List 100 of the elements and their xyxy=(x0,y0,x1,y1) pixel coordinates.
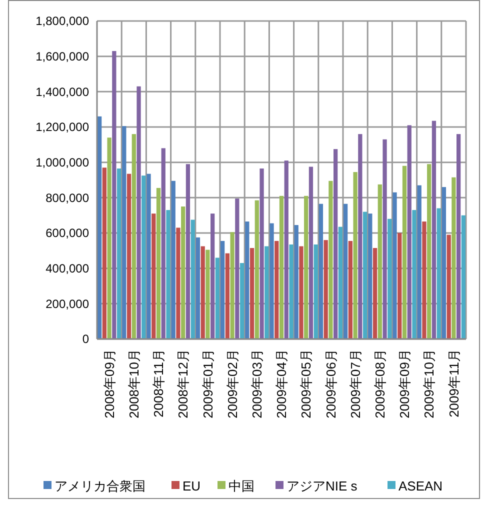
bar xyxy=(318,204,324,339)
x-tick-label: 2008年11月 xyxy=(151,349,166,418)
y-tick-label: 1,000,000 xyxy=(36,156,90,170)
bar xyxy=(166,210,170,339)
x-tick-label: 2009年05月 xyxy=(298,349,314,418)
bar xyxy=(304,196,308,339)
bar xyxy=(200,246,205,339)
bar xyxy=(338,226,343,339)
bar xyxy=(289,244,294,339)
y-tick-label: 0 xyxy=(82,332,90,346)
x-tick-label: 2009年04月 xyxy=(274,349,290,418)
y-tick-label: 600,000 xyxy=(46,226,90,240)
bar xyxy=(116,168,122,339)
bar xyxy=(225,253,230,339)
bar xyxy=(250,248,254,339)
bar xyxy=(284,160,288,339)
y-tick-label: 1,600,000 xyxy=(36,50,90,64)
bar xyxy=(274,240,279,339)
legend-label: ASEAN xyxy=(398,478,443,494)
bar xyxy=(102,168,106,339)
bar xyxy=(206,250,210,339)
bar xyxy=(142,176,146,339)
bar xyxy=(132,134,136,339)
x-tick-label: 2009年03月 xyxy=(249,349,264,418)
bar xyxy=(348,240,352,339)
bar xyxy=(308,166,314,339)
x-tick-label: 2009年02月 xyxy=(224,349,240,418)
bar xyxy=(417,185,422,339)
bar xyxy=(436,208,441,339)
x-tick-label: 2009年09月 xyxy=(397,349,412,418)
legend-label: アジアNIE s xyxy=(286,478,358,494)
bar xyxy=(161,148,166,339)
x-tick-label: 2009年10月 xyxy=(422,349,437,418)
bar xyxy=(461,215,466,339)
bar xyxy=(452,177,456,339)
bar xyxy=(230,232,234,339)
bar xyxy=(235,198,240,339)
bar xyxy=(176,228,180,339)
bar xyxy=(210,214,215,339)
bar xyxy=(260,168,264,339)
bar xyxy=(254,200,259,339)
bar xyxy=(427,164,432,339)
bar xyxy=(186,164,190,339)
bar xyxy=(402,166,407,339)
bar xyxy=(382,139,387,339)
bar xyxy=(264,246,269,339)
y-tick-label: 200,000 xyxy=(46,296,90,311)
y-tick-label: 1,200,000 xyxy=(36,120,90,134)
bar xyxy=(152,214,156,339)
bar xyxy=(388,218,392,339)
bar xyxy=(126,174,132,339)
bar xyxy=(343,204,348,339)
bar xyxy=(378,184,382,339)
bar xyxy=(422,222,426,339)
bar xyxy=(398,233,402,339)
bar xyxy=(392,192,397,339)
bar xyxy=(245,222,250,339)
bar xyxy=(362,212,368,339)
legend-label: 中国 xyxy=(228,478,254,494)
legend-label: EU xyxy=(182,478,201,494)
x-tick-label: 2009年06月 xyxy=(323,349,338,418)
x-tick-label: 2009年07月 xyxy=(348,349,363,418)
bar xyxy=(358,134,362,339)
bar xyxy=(146,174,151,339)
bar xyxy=(107,138,112,339)
bar xyxy=(407,125,412,339)
bar xyxy=(432,120,436,339)
legend-label: アメリカ合衆国 xyxy=(54,478,146,494)
bar xyxy=(112,51,116,339)
bar xyxy=(190,220,195,339)
bar xyxy=(334,149,338,339)
x-tick-label: 2008年12月 xyxy=(176,349,191,418)
x-tick-label: 2008年09月 xyxy=(102,349,117,418)
bar xyxy=(215,258,220,339)
bar xyxy=(314,244,318,339)
y-tick-label: 400,000 xyxy=(46,262,90,276)
x-tick-label: 2009年01月 xyxy=(200,349,216,418)
y-tick-label: 1,400,000 xyxy=(36,84,90,99)
bar xyxy=(181,206,186,339)
bar xyxy=(294,225,298,339)
bar xyxy=(412,210,416,339)
bar xyxy=(136,86,141,339)
bar xyxy=(442,187,446,339)
y-tick-label: 1,800,000 xyxy=(36,14,90,28)
bar xyxy=(446,234,451,339)
x-tick-label: 2009年11月 xyxy=(446,349,462,418)
bar xyxy=(156,188,161,339)
bar xyxy=(122,126,126,339)
y-tick-label: 800,000 xyxy=(46,190,90,205)
bar xyxy=(196,237,200,339)
bar xyxy=(456,134,461,339)
bar xyxy=(279,196,284,339)
bar xyxy=(353,172,358,339)
bar xyxy=(270,223,274,339)
bar xyxy=(220,240,225,339)
bar xyxy=(240,263,244,339)
x-tick-label: 2008年10月 xyxy=(126,349,142,418)
bar xyxy=(171,180,176,339)
bar xyxy=(372,248,378,339)
bar xyxy=(324,240,328,339)
